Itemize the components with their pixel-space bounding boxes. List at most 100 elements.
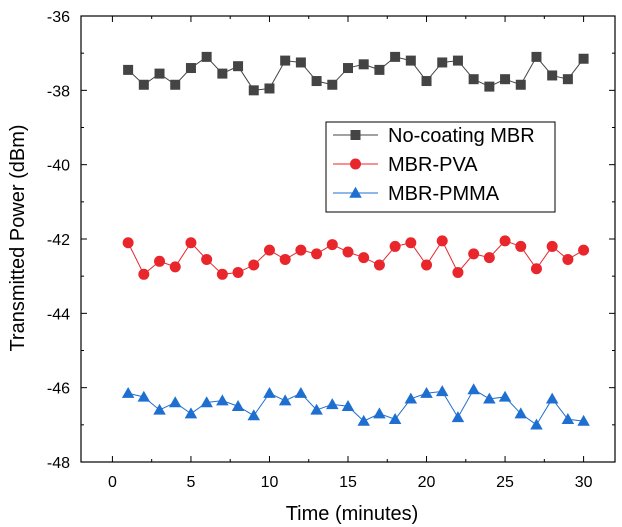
data-point bbox=[280, 55, 291, 66]
legend: No-coating MBR MBR-PVA MBR-PMMA bbox=[325, 121, 556, 213]
data-point bbox=[547, 70, 558, 81]
data-point bbox=[247, 409, 261, 421]
y-axis-label: Transmitted Power (dBm) bbox=[7, 124, 29, 351]
data-point bbox=[421, 259, 433, 271]
series-layer bbox=[121, 51, 590, 430]
data-point bbox=[530, 418, 543, 430]
data-point bbox=[451, 411, 465, 423]
x-tick-label: 20 bbox=[418, 474, 436, 491]
data-point bbox=[170, 79, 181, 90]
data-point bbox=[169, 261, 181, 273]
data-point bbox=[154, 68, 165, 79]
y-tick-label: -48 bbox=[47, 455, 70, 472]
data-point bbox=[279, 253, 291, 265]
data-point bbox=[248, 259, 260, 271]
plot-frame bbox=[80, 15, 616, 463]
data-point bbox=[264, 83, 275, 94]
data-point bbox=[326, 398, 339, 410]
data-point bbox=[390, 51, 401, 62]
data-point bbox=[499, 235, 511, 247]
data-point bbox=[561, 413, 575, 424]
data-point bbox=[122, 237, 134, 249]
data-point bbox=[216, 394, 229, 406]
series-line bbox=[127, 239, 584, 276]
data-point bbox=[405, 55, 416, 66]
y-tick-label: -38 bbox=[47, 83, 70, 100]
data-point bbox=[373, 407, 386, 419]
data-point bbox=[327, 79, 338, 90]
data-point bbox=[342, 246, 354, 258]
data-point bbox=[374, 64, 385, 75]
data-point bbox=[515, 79, 526, 90]
series-line bbox=[128, 388, 584, 426]
data-point bbox=[233, 61, 244, 72]
data-point bbox=[483, 252, 495, 264]
data-point bbox=[278, 394, 292, 406]
data-point bbox=[217, 68, 228, 79]
x-tick-label: 5 bbox=[186, 474, 195, 491]
data-point bbox=[295, 57, 306, 68]
data-point bbox=[437, 57, 448, 68]
legend-item: No-coating MBR bbox=[333, 125, 535, 147]
legend-item: MBR-PMMA bbox=[333, 183, 500, 205]
series-no-coating-mbr bbox=[123, 51, 589, 96]
data-point bbox=[514, 407, 528, 419]
data-point bbox=[263, 244, 275, 256]
y-tick-label: -46 bbox=[47, 381, 70, 398]
data-point bbox=[294, 386, 308, 398]
data-point bbox=[154, 255, 166, 267]
y-tick-label: -44 bbox=[47, 306, 70, 323]
data-point bbox=[326, 239, 338, 251]
data-point bbox=[389, 240, 401, 252]
data-point bbox=[578, 244, 590, 256]
data-point bbox=[216, 268, 228, 280]
series-mbr-pva bbox=[122, 235, 590, 280]
axis-ticks bbox=[81, 15, 615, 463]
data-point bbox=[168, 396, 182, 408]
data-point bbox=[468, 74, 479, 85]
data-point bbox=[577, 414, 590, 426]
y-tick-label: -40 bbox=[47, 158, 70, 175]
data-point bbox=[530, 263, 542, 275]
data-point bbox=[578, 53, 589, 64]
data-point bbox=[562, 74, 573, 85]
data-point bbox=[484, 81, 495, 92]
data-point bbox=[404, 392, 418, 404]
data-point bbox=[405, 237, 417, 249]
data-point bbox=[185, 63, 196, 74]
data-point bbox=[311, 76, 322, 87]
data-point bbox=[562, 253, 574, 265]
data-point bbox=[531, 51, 542, 62]
data-point bbox=[295, 244, 307, 256]
series-mbr-pmma bbox=[121, 383, 590, 430]
x-tick-label: 10 bbox=[261, 474, 279, 491]
x-tick-label: 25 bbox=[496, 474, 514, 491]
data-point bbox=[248, 85, 259, 96]
data-point bbox=[515, 240, 527, 252]
legend-label: No-coating MBR bbox=[388, 125, 535, 147]
data-point bbox=[231, 400, 245, 411]
data-point bbox=[123, 64, 134, 75]
data-point bbox=[357, 414, 370, 426]
data-point bbox=[467, 383, 480, 395]
x-tick-label: 30 bbox=[575, 474, 593, 491]
data-point bbox=[310, 403, 323, 415]
data-point bbox=[138, 268, 150, 280]
legend-marker bbox=[349, 186, 362, 198]
data-point bbox=[200, 396, 213, 408]
y-tick-label: -36 bbox=[47, 9, 70, 26]
tick-labels: 0 5 10 15 20 25 30 -48 -46 -44 -42 -40 -38 -36 bbox=[47, 9, 593, 491]
data-point bbox=[546, 240, 558, 252]
data-point bbox=[468, 248, 480, 260]
series-line bbox=[127, 56, 584, 91]
data-point bbox=[153, 403, 166, 415]
legend-box bbox=[325, 121, 556, 213]
data-point bbox=[436, 235, 448, 247]
data-point bbox=[232, 266, 244, 278]
legend-marker bbox=[350, 158, 361, 170]
x-tick-label: 0 bbox=[108, 474, 117, 491]
data-point bbox=[420, 386, 433, 398]
data-point bbox=[185, 237, 197, 249]
data-point bbox=[184, 407, 198, 419]
legend-label: MBR-PVA bbox=[388, 154, 478, 176]
